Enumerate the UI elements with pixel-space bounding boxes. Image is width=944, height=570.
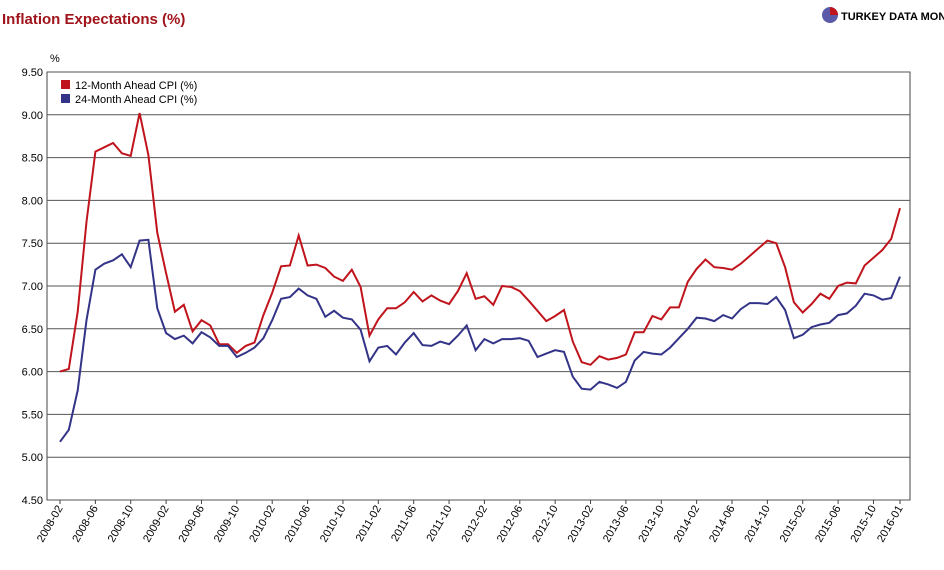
x-tick-label: 2011-06 xyxy=(389,504,419,544)
y-tick-label: 7.00 xyxy=(22,281,43,293)
brand: TURKEY DATA MONITOR xyxy=(841,11,944,23)
x-tick-label: 2011-10 xyxy=(424,504,454,544)
y-unit: % xyxy=(50,53,60,65)
x-tick-label: 2009-10 xyxy=(212,504,243,545)
y-tick-label: 6.50 xyxy=(22,324,43,336)
x-tick-label: 2008-10 xyxy=(106,504,137,545)
x-tick-label: 2009-06 xyxy=(176,504,207,545)
x-tick-label: 2010-06 xyxy=(283,504,314,545)
x-tick-label: 2014-02 xyxy=(672,504,703,545)
series-line xyxy=(59,238,901,443)
y-tick-label: 9.00 xyxy=(22,110,43,122)
y-tick-label: 8.00 xyxy=(22,195,43,207)
x-tick-label: 2012-10 xyxy=(530,504,561,545)
x-tick-label: 2013-02 xyxy=(566,504,597,545)
y-tick-label: 8.50 xyxy=(22,153,43,165)
x-tick-label: 2013-10 xyxy=(636,504,667,545)
series-line xyxy=(59,112,901,373)
legend-swatch xyxy=(61,80,70,89)
x-tick-label: 2010-02 xyxy=(247,504,278,545)
y-tick-label: 7.50 xyxy=(22,238,43,250)
x-tick-label: 2014-10 xyxy=(742,504,773,545)
x-tick-label: 2008-06 xyxy=(70,504,101,545)
y-tick-label: 5.50 xyxy=(22,409,43,421)
x-tick-label: 2015-06 xyxy=(813,504,844,545)
x-tick-label: 2011-02 xyxy=(354,504,384,544)
x-tick-label: 2010-10 xyxy=(318,504,349,545)
legend-swatch xyxy=(61,94,70,103)
y-tick-label: 6.00 xyxy=(22,367,43,379)
x-tick-label: 2016-01 xyxy=(875,504,906,545)
x-tick-label: 2009-02 xyxy=(141,504,172,545)
legend-label: 12-Month Ahead CPI (%) xyxy=(75,80,197,92)
x-tick-label: 2008-02 xyxy=(35,504,66,545)
x-tick-label: 2012-06 xyxy=(495,504,526,545)
x-tick-label: 2013-06 xyxy=(601,504,632,545)
chart-title: Inflation Expectations (%) xyxy=(2,11,185,28)
y-tick-label: 5.00 xyxy=(22,452,43,464)
legend-label: 24-Month Ahead CPI (%) xyxy=(75,94,197,106)
x-tick-label: 2015-02 xyxy=(778,504,809,545)
brand-logo-slice xyxy=(830,7,838,15)
x-tick-label: 2012-02 xyxy=(459,503,490,544)
x-tick-label: 2014-06 xyxy=(707,504,738,545)
y-tick-label: 9.50 xyxy=(22,67,43,79)
y-tick-label: 4.50 xyxy=(22,495,43,507)
